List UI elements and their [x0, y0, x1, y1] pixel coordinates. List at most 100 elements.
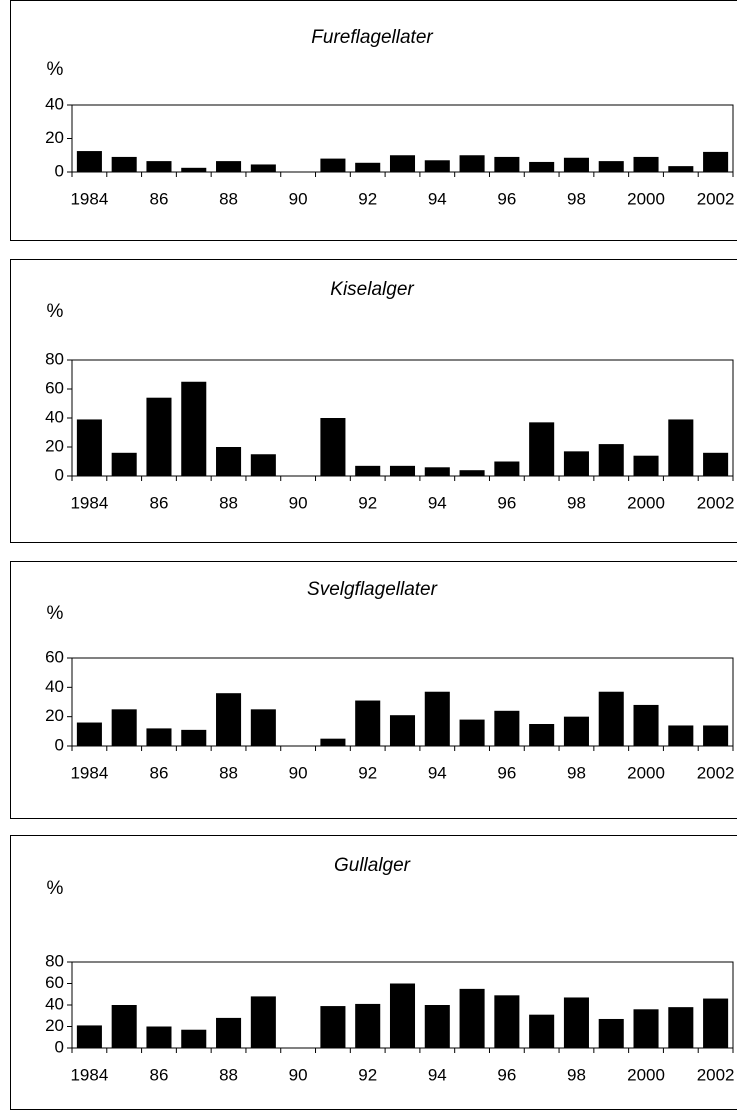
bar: [181, 381, 207, 476]
x-tick-label: 90: [289, 493, 308, 512]
x-tick-label: 92: [358, 189, 377, 208]
bar: [424, 1005, 450, 1048]
x-tick-label: 96: [497, 763, 516, 782]
bar: [389, 715, 416, 746]
x-tick-label: 86: [150, 1065, 169, 1084]
x-tick-label: 94: [428, 493, 447, 512]
bar: [216, 693, 242, 746]
y-tick-label: 80: [45, 951, 64, 970]
bar: [181, 167, 207, 172]
y-tick-label: 40: [45, 677, 64, 696]
bar: [146, 728, 172, 746]
bar: [146, 1026, 172, 1048]
bar: [668, 166, 694, 172]
x-tick-label: 94: [428, 1065, 447, 1084]
x-tick-label: 2002: [697, 189, 735, 208]
x-tick-label: 2000: [627, 493, 665, 512]
bar: [250, 709, 276, 746]
y-tick-label: 60: [45, 973, 64, 992]
bar: [703, 452, 729, 476]
x-tick-label: 2000: [627, 763, 665, 782]
bar: [216, 447, 242, 476]
bar: [529, 724, 555, 746]
bar: [563, 716, 589, 746]
bar: [250, 164, 276, 172]
x-tick-label: 86: [150, 763, 169, 782]
bar: [181, 1029, 207, 1048]
x-tick-label: 2002: [697, 1065, 735, 1084]
x-tick-label: 2000: [627, 1065, 665, 1084]
bar: [76, 722, 102, 746]
bar: [320, 1006, 346, 1048]
x-tick-label: 96: [497, 189, 516, 208]
y-tick-label: 20: [45, 706, 64, 725]
bar: [320, 418, 346, 476]
bar: [424, 467, 450, 476]
bar: [563, 451, 589, 476]
y-tick-label: 20: [45, 436, 64, 455]
y-tick-label: 20: [45, 128, 64, 147]
bar: [250, 454, 276, 476]
x-tick-label: 92: [358, 763, 377, 782]
x-tick-label: 96: [497, 1065, 516, 1084]
bar: [424, 160, 450, 172]
bar: [703, 151, 729, 172]
y-tick-label: 0: [55, 1037, 64, 1056]
bar: [355, 1003, 381, 1048]
x-tick-label: 1984: [70, 493, 108, 512]
bar: [459, 719, 485, 746]
bar: [494, 461, 520, 476]
x-tick-label: 86: [150, 189, 169, 208]
x-tick-label: 88: [219, 189, 238, 208]
y-axis-label: %: [47, 603, 64, 624]
bar: [424, 691, 450, 746]
bar: [216, 1017, 242, 1048]
y-tick-label: 40: [45, 407, 64, 426]
x-tick-label: 1984: [70, 189, 108, 208]
bar: [563, 157, 589, 172]
bar: [633, 156, 659, 172]
y-axis-label: %: [47, 59, 64, 80]
x-tick-label: 98: [567, 189, 586, 208]
y-tick-label: 0: [55, 161, 64, 180]
bar: [76, 1025, 102, 1048]
bar: [320, 158, 346, 172]
chart-title: Fureflagellater: [311, 27, 433, 48]
bar: [633, 704, 659, 746]
y-axis-label: %: [47, 301, 64, 322]
bar: [529, 161, 555, 172]
chart-title: Kiselalger: [330, 279, 414, 300]
x-tick-label: 96: [497, 493, 516, 512]
bar: [598, 444, 624, 476]
x-tick-label: 88: [219, 1065, 238, 1084]
bar: [529, 1014, 555, 1048]
x-tick-label: 86: [150, 493, 169, 512]
y-tick-label: 40: [45, 994, 64, 1013]
bar: [146, 161, 172, 172]
y-tick-label: 60: [45, 647, 64, 666]
panel-frame: [10, 0, 737, 241]
bar: [389, 155, 416, 172]
y-tick-label: 60: [45, 378, 64, 397]
x-tick-label: 92: [358, 1065, 377, 1084]
x-tick-label: 90: [289, 189, 308, 208]
bar: [668, 1007, 694, 1048]
bar: [598, 1018, 624, 1048]
x-tick-label: 98: [567, 763, 586, 782]
bar: [76, 419, 102, 476]
x-tick-label: 90: [289, 1065, 308, 1084]
y-axis-label: %: [47, 878, 64, 899]
chart-title: Gullalger: [334, 855, 411, 876]
bar: [355, 700, 381, 746]
x-tick-label: 1984: [70, 1065, 108, 1084]
x-tick-label: 98: [567, 493, 586, 512]
bar: [529, 422, 555, 476]
bar: [703, 725, 729, 746]
bar: [494, 156, 520, 172]
bar: [355, 162, 381, 172]
x-tick-label: 2002: [697, 493, 735, 512]
bar: [111, 1005, 137, 1048]
panel-frame: [10, 561, 737, 819]
y-tick-label: 40: [45, 94, 64, 113]
